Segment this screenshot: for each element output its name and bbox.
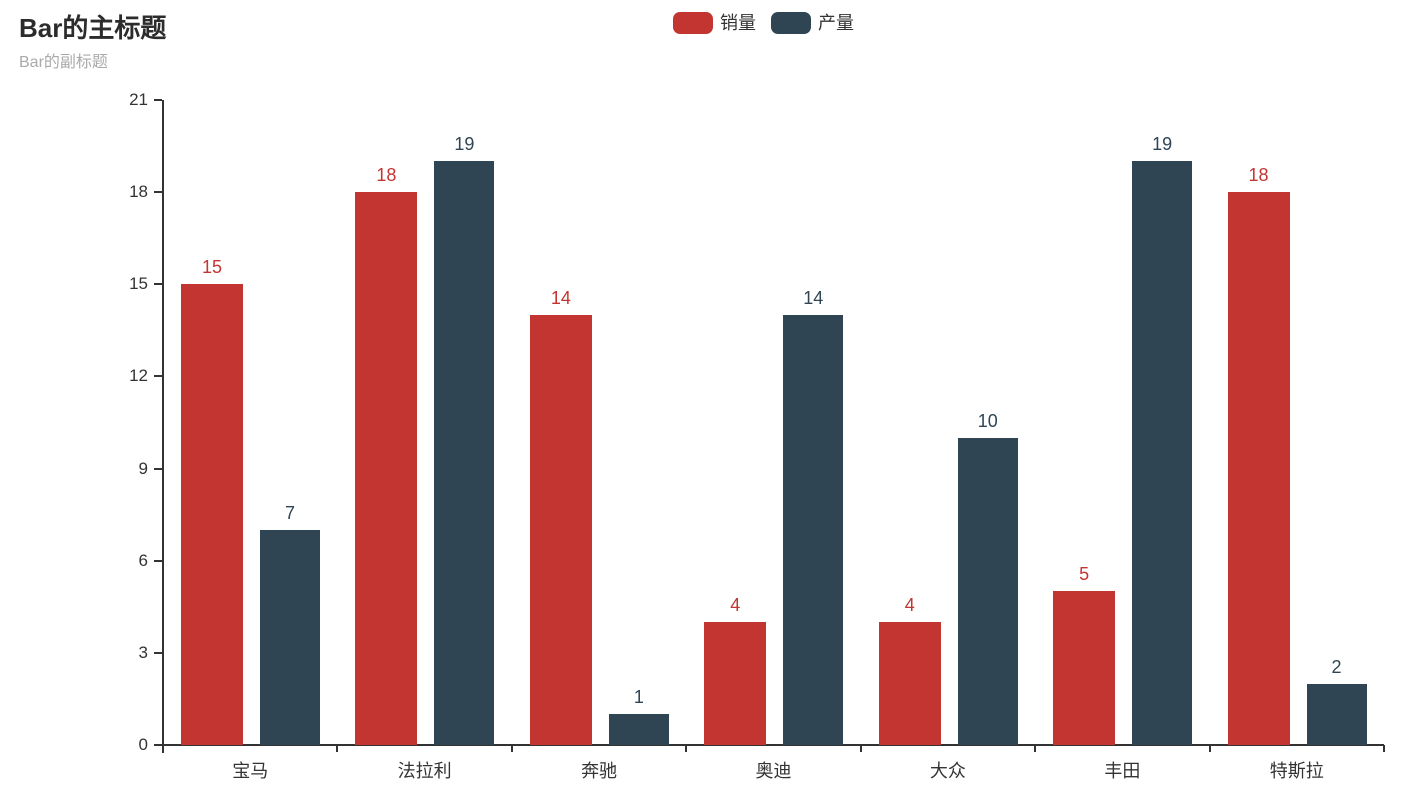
chart-subtitle: Bar的副标题: [19, 54, 108, 71]
y-axis-tick-label: 15: [129, 274, 148, 294]
legend-swatch-icon: [771, 12, 811, 34]
x-axis-tick: [510, 745, 513, 752]
bar-value-label: 18: [376, 165, 397, 186]
y-axis-line: [162, 100, 164, 753]
y-axis-tick: [154, 375, 162, 378]
bar-value-label: 14: [550, 288, 571, 308]
bar-销量[interactable]: [1053, 591, 1116, 745]
legend-item[interactable]: 销量: [673, 12, 756, 34]
bar-value-label: 7: [284, 503, 295, 523]
x-axis-category-label: 丰田: [1104, 761, 1141, 781]
x-axis-category-label: 宝马: [232, 761, 269, 781]
y-axis-tick-label: 21: [129, 90, 148, 109]
x-axis-category-label: 法拉利: [397, 761, 452, 781]
bar-产量[interactable]: [1132, 161, 1193, 745]
x-axis-tick: [1383, 745, 1385, 752]
x-axis-category-label: 特斯拉: [1269, 761, 1324, 781]
legend: 销量 产量: [673, 12, 854, 34]
bar-产量[interactable]: [783, 315, 844, 745]
x-axis-tick: [685, 745, 688, 752]
y-axis-tick: [154, 283, 162, 286]
y-axis-tick: [154, 651, 162, 654]
legend-label: 产量: [818, 13, 854, 33]
y-axis-tick: [154, 99, 162, 101]
bar-value-label: 19: [1152, 134, 1173, 155]
bar-产量[interactable]: [260, 530, 320, 745]
x-axis-line: [163, 744, 1384, 746]
y-axis-tick: [154, 191, 162, 194]
x-axis-tick: [336, 745, 339, 752]
bar-销量[interactable]: [529, 315, 592, 745]
y-axis-tick: [154, 744, 162, 746]
bar-销量[interactable]: [181, 284, 243, 745]
x-axis-category-label: 大众: [929, 761, 966, 781]
bar-value-label: 15: [201, 257, 223, 278]
bar-value-label: 4: [730, 595, 741, 616]
legend-item[interactable]: 产量: [771, 12, 854, 34]
y-axis-tick-label: 18: [129, 182, 148, 202]
y-axis-tick-label: 12: [129, 366, 148, 386]
bar-value-label: 4: [904, 595, 915, 616]
y-axis-tick-label: 9: [138, 458, 148, 478]
x-axis-tick: [1034, 745, 1037, 752]
y-axis-tick: [154, 467, 162, 470]
y-axis-tick-label: 6: [138, 550, 148, 570]
bar-value-label: 2: [1331, 656, 1342, 677]
x-axis-tick: [1208, 745, 1211, 752]
legend-swatch-icon: [673, 12, 713, 34]
bar-value-label: 1: [633, 687, 644, 708]
x-axis-tick: [859, 745, 862, 752]
y-axis-tick: [154, 559, 162, 562]
legend-label: 销量: [720, 13, 756, 33]
x-axis-category-label: 奔驰: [581, 761, 618, 781]
bar-产量[interactable]: [608, 714, 669, 745]
bar-销量[interactable]: [704, 622, 767, 745]
bar-value-label: 18: [1248, 165, 1269, 186]
bar-产量[interactable]: [434, 161, 495, 745]
bar-销量[interactable]: [355, 192, 418, 745]
bar-value-label: 10: [977, 410, 998, 431]
bar-value-label: 19: [454, 134, 475, 155]
x-axis-category-label: 奥迪: [755, 761, 792, 781]
bar-销量[interactable]: [1227, 192, 1290, 745]
bar-value-label: 14: [803, 288, 824, 308]
y-axis-tick-label: 0: [138, 735, 148, 754]
y-axis-tick-label: 3: [138, 642, 148, 662]
bar-产量[interactable]: [1306, 683, 1367, 745]
bar-销量[interactable]: [878, 622, 941, 745]
chart-title: Bar的主标题: [19, 13, 167, 43]
bar-产量[interactable]: [957, 437, 1018, 745]
bar-value-label: 5: [1079, 564, 1090, 585]
